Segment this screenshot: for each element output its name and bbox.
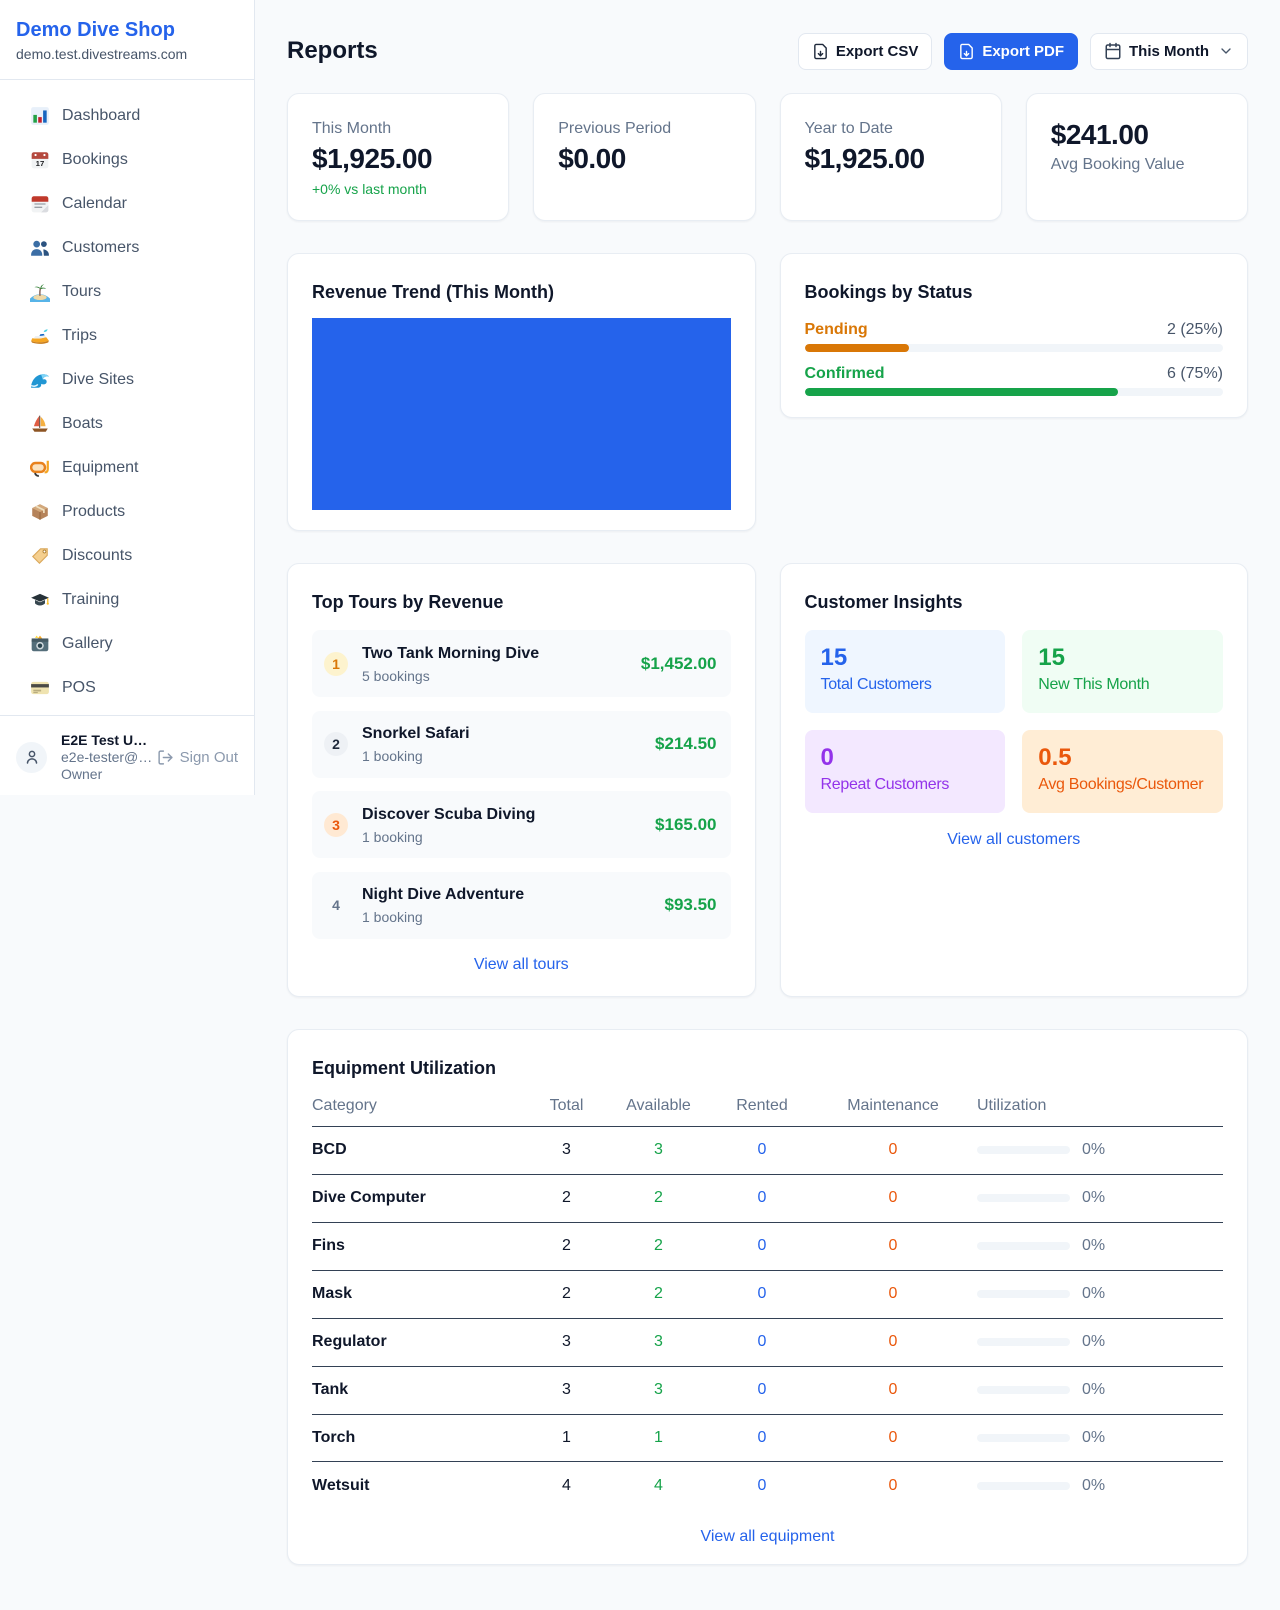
svg-text:17: 17 bbox=[36, 159, 45, 168]
